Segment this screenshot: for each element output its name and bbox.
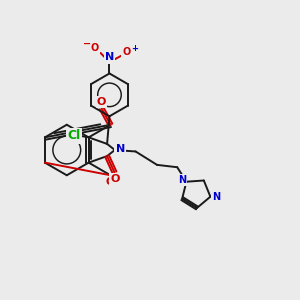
Text: Cl: Cl: [67, 129, 80, 142]
Text: O: O: [122, 47, 130, 57]
Text: O: O: [106, 177, 115, 187]
Text: N: N: [212, 192, 220, 202]
Text: −: −: [83, 38, 91, 48]
Text: +: +: [131, 44, 138, 53]
Text: O: O: [97, 97, 106, 107]
Text: O: O: [110, 174, 120, 184]
Text: N: N: [105, 52, 114, 62]
Text: N: N: [116, 144, 125, 154]
Text: N: N: [178, 175, 186, 185]
Text: O: O: [91, 43, 99, 53]
